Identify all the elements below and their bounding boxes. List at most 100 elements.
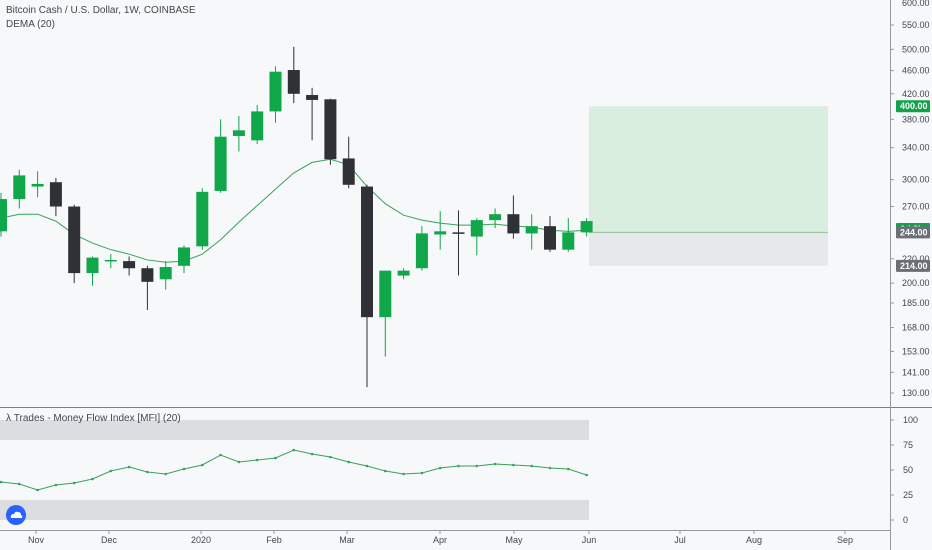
- time-tick-label: Aug: [746, 535, 762, 545]
- mfi-point: [457, 464, 460, 468]
- mfi-tick-label: 50: [903, 465, 913, 475]
- mfi-point: [219, 453, 222, 457]
- candle-body[interactable]: [379, 270, 392, 318]
- stop-price-badge-bg[interactable]: [896, 259, 930, 272]
- price-tick-label: 185.00: [902, 298, 930, 308]
- mfi-point: [310, 452, 314, 456]
- price-tick-label: 141.00: [902, 367, 930, 377]
- mfi-point: [237, 460, 241, 464]
- dema-line: [0, 158, 587, 263]
- candle-body[interactable]: [397, 270, 410, 276]
- mfi-tick-label: 25: [903, 490, 913, 500]
- stop-zone[interactable]: [589, 232, 828, 266]
- candle-body[interactable]: [13, 175, 26, 200]
- mfi-point: [438, 466, 442, 470]
- price-tick-label: 168.00: [902, 323, 930, 333]
- candle-body[interactable]: [0, 199, 7, 232]
- mfi-point: [36, 488, 39, 492]
- candle-body[interactable]: [342, 158, 355, 185]
- candle-body[interactable]: [580, 221, 593, 233]
- price-tick-label: 340.00: [902, 143, 930, 153]
- mfi-point: [109, 469, 113, 473]
- mfi-point: [127, 465, 131, 469]
- candle-body[interactable]: [31, 183, 44, 187]
- candle-body[interactable]: [544, 226, 556, 250]
- mfi-point: [475, 464, 479, 468]
- mfi-tick-label: 75: [903, 440, 913, 450]
- time-tick-label: May: [505, 535, 523, 545]
- current-price-badge: 244.00: [900, 227, 928, 237]
- time-tick-label: Feb: [266, 535, 282, 545]
- target-price-badge-bg[interactable]: [896, 100, 930, 113]
- time-tick-label: Sep: [837, 535, 853, 545]
- candle-body[interactable]: [178, 247, 190, 266]
- price-tick-label: 550.00: [902, 20, 930, 30]
- time-tick-label: Jul: [674, 535, 686, 545]
- chart-title: Bitcoin Cash / U.S. Dollar, 1W, COINBASE: [6, 5, 196, 16]
- mfi-point: [530, 464, 533, 468]
- candle-body[interactable]: [141, 268, 154, 282]
- time-tick-label: Jun: [582, 535, 597, 545]
- mfi-point: [72, 481, 76, 485]
- candle-body[interactable]: [452, 232, 465, 234]
- time-tick-label: Dec: [101, 535, 118, 545]
- candle-body[interactable]: [361, 186, 373, 318]
- mfi-oversold-band: [0, 500, 589, 520]
- candle-body[interactable]: [287, 70, 300, 94]
- price-tick-label: 220.00: [902, 254, 930, 264]
- price-tick-label: 130.00: [902, 388, 930, 398]
- candle-body[interactable]: [123, 261, 136, 269]
- mfi-point: [274, 456, 277, 460]
- candle-body[interactable]: [251, 111, 264, 141]
- stop-price-badge: 214.00: [900, 261, 928, 271]
- dema-legend: DEMA (20): [6, 19, 55, 30]
- time-tick-label: Mar: [339, 535, 355, 545]
- mfi-point: [164, 472, 167, 476]
- candle-body[interactable]: [306, 95, 319, 100]
- time-tick-label: 2020: [191, 535, 211, 545]
- candle-body[interactable]: [525, 226, 538, 234]
- candle-body[interactable]: [324, 99, 337, 160]
- candle-body[interactable]: [434, 231, 447, 235]
- mfi-point: [329, 455, 332, 459]
- mfi-point: [182, 467, 186, 471]
- mfi-point: [493, 462, 497, 466]
- mfi-overbought-band: [0, 420, 589, 440]
- candle-body[interactable]: [269, 71, 282, 112]
- mfi-point: [54, 483, 58, 487]
- target-price-badge: 400.00: [900, 101, 928, 111]
- mfi-point: [548, 466, 552, 470]
- candle-body[interactable]: [507, 214, 520, 234]
- candle-body[interactable]: [470, 220, 483, 237]
- price-tick-label: 153.00: [902, 346, 930, 356]
- mfi-point: [365, 464, 369, 468]
- candle-body[interactable]: [214, 136, 227, 191]
- price-tick-label: 420.00: [902, 89, 930, 99]
- target-zone[interactable]: [589, 106, 828, 233]
- candle-body[interactable]: [562, 232, 575, 250]
- current-price-badge-bg[interactable]: [896, 226, 930, 239]
- mfi-point: [18, 482, 21, 486]
- mfi-legend: λ Trades - Money Flow Index [MFI] (20): [6, 413, 181, 424]
- price-tick-label: 600.00: [902, 0, 930, 8]
- mfi-point: [384, 469, 387, 473]
- tradingview-cloud-icon[interactable]: [6, 505, 26, 525]
- candle-body[interactable]: [415, 233, 428, 269]
- candle-body[interactable]: [86, 257, 99, 274]
- candle-body[interactable]: [68, 206, 81, 274]
- candle-body[interactable]: [49, 182, 62, 207]
- mfi-point: [146, 470, 149, 474]
- candle-body[interactable]: [159, 267, 172, 280]
- mfi-point: [567, 467, 570, 471]
- mfi-point: [402, 472, 405, 476]
- candle-body[interactable]: [489, 214, 502, 221]
- mfi-point: [0, 480, 3, 484]
- candle-body[interactable]: [232, 130, 245, 136]
- mfi-point: [201, 463, 204, 467]
- candle-body[interactable]: [104, 259, 117, 262]
- mfi-point: [420, 471, 424, 475]
- candle-body[interactable]: [196, 191, 209, 247]
- mfi-tick-label: 0: [903, 515, 908, 525]
